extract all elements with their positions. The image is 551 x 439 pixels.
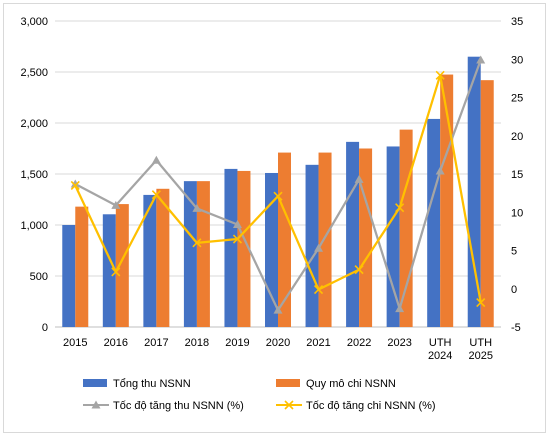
revenue-bar	[427, 118, 441, 327]
left-tick-label: 2,000	[20, 118, 48, 130]
legend-label: Tốc độ tăng chi NSNN (%)	[306, 400, 436, 412]
category-label: 2024	[428, 350, 452, 362]
legend-label: Quy mô chi NSNN	[306, 378, 396, 390]
revenue-growth-marker	[192, 203, 202, 212]
expenditure-bar	[115, 204, 129, 327]
right-tick-label: 5	[511, 246, 517, 258]
legend-swatch	[83, 379, 107, 387]
chart-frame: 0 500 1,000 1,500 2,000 2,500 3,000 -5 0 5 10 15 20 2…	[3, 3, 546, 433]
category-label: 2025	[468, 350, 492, 362]
left-tick-label: 3,000	[20, 16, 48, 28]
expenditure-growth-marker	[111, 267, 121, 277]
left-tick-label: 0	[42, 322, 48, 334]
expenditure-bar	[278, 152, 291, 327]
expenditure-growth-marker	[273, 191, 283, 201]
expenditure-growth-marker	[151, 190, 161, 200]
category-label: UTH	[429, 337, 452, 349]
expenditure-growth-marker	[354, 265, 364, 275]
category-label: 2020	[266, 337, 290, 349]
category-label: 2015	[63, 337, 87, 349]
growth-lines	[70, 55, 486, 314]
revenue-bar	[183, 181, 197, 327]
expenditure-growth-marker	[232, 234, 243, 244]
expenditure-bar	[196, 181, 210, 327]
expenditure-bar	[480, 80, 494, 327]
right-tick-label: 20	[511, 131, 523, 143]
revenue-growth-marker	[354, 174, 364, 183]
legend-swatch	[276, 379, 300, 387]
legend-marker	[91, 400, 101, 409]
revenue-bar	[143, 194, 157, 327]
expenditure-growth-marker	[313, 284, 324, 295]
category-label: 2021	[306, 337, 330, 349]
revenue-bar	[62, 225, 76, 327]
revenue-growth-marker	[395, 304, 405, 313]
expenditure-bar	[359, 148, 373, 327]
revenue-bar	[305, 164, 319, 327]
expenditure-bar	[440, 74, 454, 327]
revenue-bar	[346, 141, 360, 327]
revenue-bar	[102, 214, 116, 327]
category-label: 2023	[387, 337, 411, 349]
expenditure-bar	[318, 152, 332, 327]
revenue-growth-marker	[435, 166, 445, 175]
revenue-growth-marker	[70, 179, 80, 188]
category-label: 2019	[225, 337, 249, 349]
expenditure-bar	[399, 129, 413, 327]
revenue-growth-marker	[314, 243, 324, 252]
category-label: UTH	[469, 337, 492, 349]
revenue-bar	[386, 146, 400, 327]
right-tick-label: 0	[511, 284, 517, 296]
right-tick-label: 15	[511, 169, 523, 181]
legend-label: Tổng thu NSNN	[113, 378, 191, 390]
revenue-growth-marker	[476, 55, 486, 64]
right-tick-label: 30	[511, 54, 523, 66]
revenue-bar	[224, 168, 238, 327]
revenue-bar	[467, 56, 481, 327]
left-tick-label: 500	[30, 271, 48, 283]
right-tick-label: 35	[511, 16, 523, 28]
right-tick-label: -5	[511, 322, 521, 334]
category-label: 2022	[347, 337, 371, 349]
combo-chart: 05001,0001,5002,0002,5003,000-5051015202…	[20, 16, 523, 412]
expenditure-growth-marker	[192, 238, 202, 248]
legend-label: Tốc độ tăng thu NSNN (%)	[113, 400, 244, 412]
left-tick-label: 1,000	[20, 220, 48, 232]
category-label: 2018	[185, 337, 209, 349]
right-tick-label: 25	[511, 93, 523, 105]
expenditure-bar	[156, 188, 170, 327]
left-tick-label: 2,500	[20, 67, 48, 79]
right-tick-label: 10	[511, 207, 523, 219]
expenditure-growth-marker	[435, 70, 445, 80]
revenue-growth-marker	[111, 200, 121, 209]
expenditure-growth-marker	[476, 297, 486, 308]
legend-marker	[284, 400, 294, 410]
expenditure-bar	[75, 206, 89, 327]
revenue-growth-marker	[232, 219, 242, 228]
bars	[62, 56, 494, 327]
revenue-growth-marker	[151, 155, 161, 164]
left-tick-label: 1,500	[20, 169, 48, 181]
category-label: 2016	[104, 337, 128, 349]
legend: Tổng thu NSNN Quy mô chi NSNN Tốc độ tăng …	[83, 378, 436, 412]
category-label: 2017	[144, 337, 168, 349]
expenditure-bar	[237, 170, 251, 327]
expenditure-growth-marker	[70, 180, 80, 191]
axes: 05001,0001,5002,0002,5003,000-5051015202…	[20, 16, 523, 362]
expenditure-growth-marker	[395, 203, 405, 213]
revenue-growth-marker	[273, 305, 283, 314]
